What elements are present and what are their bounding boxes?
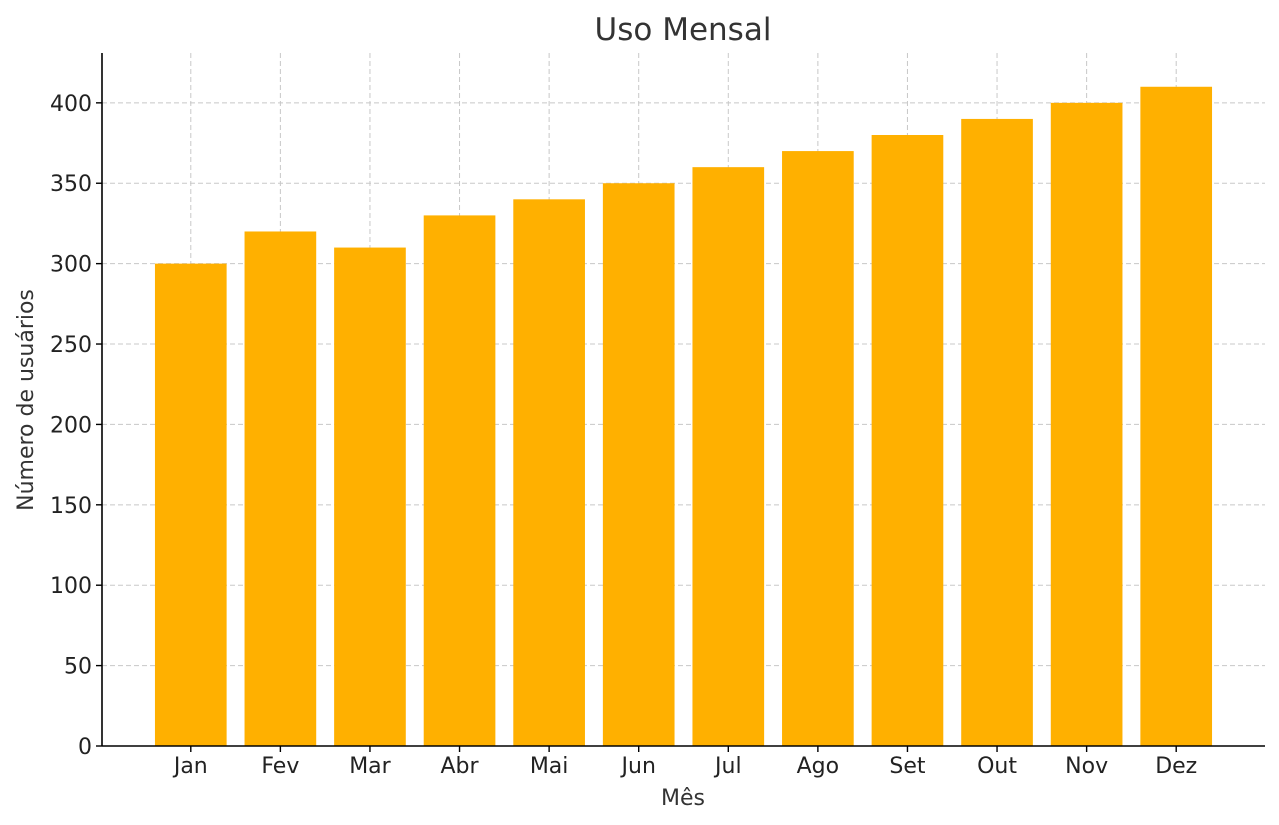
y-tick-label: 100 [50,574,92,599]
bar-jul [692,167,765,746]
x-tick-label: Mar [349,754,391,779]
bar-mar [334,247,406,747]
x-tick-label: Set [889,754,926,779]
y-tick-label: 150 [50,494,92,519]
bar-abr [423,215,496,747]
y-ticks: 0 50 100 150 200 250 300 350 400 [50,92,102,760]
x-tick-label: Abr [441,754,480,779]
y-tick-label: 400 [50,92,92,117]
x-ticks: Jan Fev Mar Abr Mai Jun Jul Ago Set Out Nov Dez [172,746,1197,779]
x-tick-label: Jan [172,754,208,779]
chart-title: Uso Mensal [595,12,772,48]
y-tick-label: 300 [50,253,92,278]
x-tick-label: Jul [713,754,742,779]
bar-jun [602,183,675,746]
x-tick-label: Jun [620,754,656,779]
x-tick-label: Nov [1065,754,1108,779]
bar-mai [513,199,585,746]
y-tick-label: 250 [50,333,92,358]
y-tick-label: 200 [50,413,92,438]
y-tick-label: 0 [78,735,92,760]
x-tick-label: Dez [1155,754,1197,779]
bar-jan [154,263,227,746]
x-tick-label: Mai [530,754,569,779]
y-axis-label: Número de usuários [14,289,39,511]
x-tick-label: Ago [797,754,839,779]
x-tick-label: Fev [261,754,299,779]
bar-nov [1050,102,1123,747]
bar-dez [1140,86,1213,746]
axes-layer [101,53,1265,747]
bars-layer [154,86,1213,747]
x-tick-label: Out [977,754,1017,779]
bar-ago [782,151,854,747]
x-axis-label: Mês [661,786,705,811]
bar-set [871,135,944,746]
bar-fev [244,231,317,746]
y-tick-label: 350 [50,172,92,197]
bar-out [961,118,1033,746]
y-tick-label: 50 [64,655,92,680]
